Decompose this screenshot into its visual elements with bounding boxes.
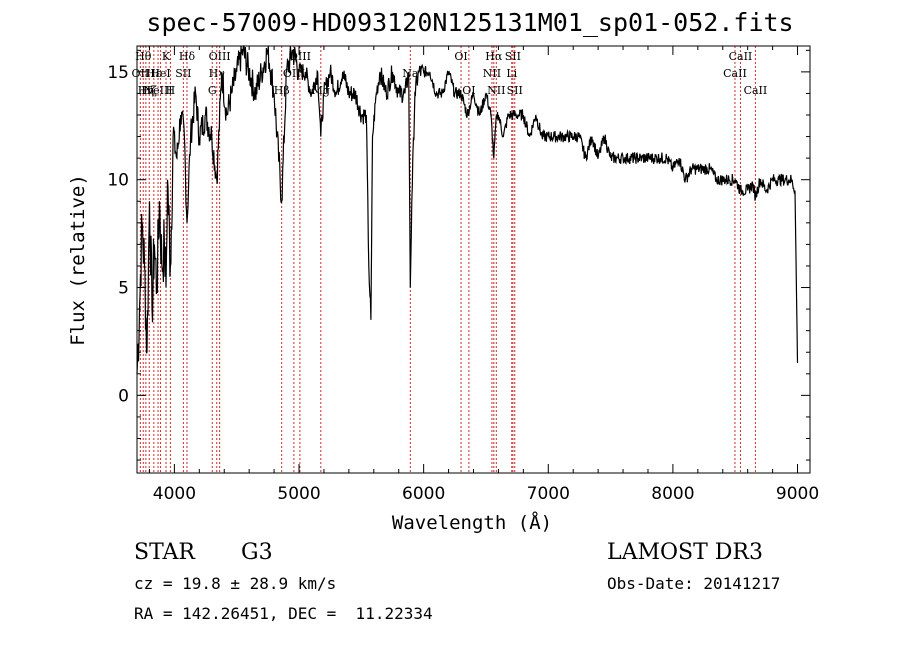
x-tick-label-4: 8000 [651, 484, 694, 504]
obs-date-line: Obs-Date: 20141217 [607, 574, 781, 593]
x-tick-label-0: 4000 [153, 484, 196, 504]
line-marker-label-21: NII [483, 67, 501, 80]
x-tick-label-2: 6000 [402, 484, 445, 504]
line-marker-label-29: CaII [744, 84, 768, 97]
x-axis-ticks: 4000 5000 6000 7000 8000 9000 [148, 46, 819, 504]
object-subclass: G3 [241, 540, 273, 565]
chart-title: spec-57009-HD093120N125131M01_sp01-052.f… [146, 8, 793, 37]
y-axis-label: Flux (relative) [67, 174, 89, 346]
spectrum-line [136, 45, 799, 374]
line-marker-label-27: CaII [723, 67, 747, 80]
line-marker-label-18: Na [402, 67, 419, 80]
line-marker-label-25: SII [505, 50, 521, 63]
emission-absorption-line-markers [139, 46, 756, 473]
y-tick-label-3: 15 [107, 63, 129, 83]
y-tick-label-1: 5 [118, 279, 129, 299]
line-marker-label-11: G [208, 84, 217, 97]
object-class: STAR [134, 540, 195, 565]
line-marker-label-8: H [166, 84, 176, 97]
x-tick-label-3: 7000 [527, 484, 570, 504]
line-marker-label-26: SII [507, 84, 523, 97]
y-axis-ticks: 0 5 10 15 [107, 49, 810, 461]
line-marker-label-5: NeIII [143, 84, 172, 97]
x-tick-label-1: 5000 [277, 484, 320, 504]
line-marker-label-23: NII [487, 84, 505, 97]
line-marker-label-0: OII [132, 67, 150, 80]
line-marker-label-22: Hα [485, 50, 503, 63]
line-marker-label-7: K [162, 50, 171, 63]
plot-frame [136, 45, 811, 474]
y-tick-label-0: 0 [118, 386, 129, 406]
line-marker-label-17: Mg [312, 84, 330, 97]
line-marker-label-24: Li [506, 67, 517, 80]
line-marker-label-6: HeI [150, 67, 170, 80]
coordinates-line: RA = 142.26451, DEC = 11.22334 [134, 604, 433, 623]
line-marker-label-4: Hε [146, 67, 162, 80]
line-marker-label-19: OI [454, 50, 467, 63]
line-marker-label-28: CaII [729, 50, 753, 63]
line-marker-labels: OIIHθHηHζHεNeIIIHeIKHSIIHδGHγOIIIHβOIIIO… [132, 50, 768, 97]
x-tick-label-5: 9000 [776, 484, 819, 504]
line-marker-label-13: OIII [209, 50, 231, 63]
survey-name: LAMOST DR3 [607, 540, 763, 565]
line-marker-label-9: SII [175, 67, 191, 80]
x-axis-label: Wavelength (Å) [392, 511, 552, 534]
y-tick-label-2: 10 [107, 171, 129, 191]
line-marker-label-3: Hζ [141, 84, 157, 97]
line-marker-label-10: Hδ [179, 50, 196, 63]
line-marker-label-1: Hθ [135, 50, 152, 63]
redshift-line: cz = 19.8 ± 28.9 km/s [134, 574, 337, 593]
line-marker-label-14: Hβ [274, 84, 290, 97]
line-marker-label-2: Hη [138, 84, 154, 97]
